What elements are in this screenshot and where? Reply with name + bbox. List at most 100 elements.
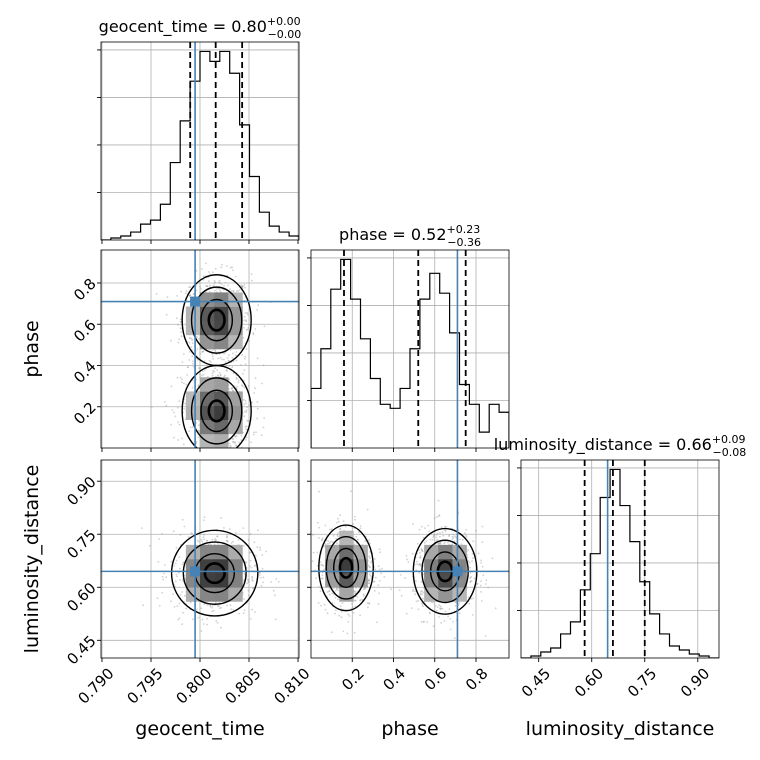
density-cell xyxy=(200,587,215,602)
scatter-point xyxy=(234,451,236,453)
scatter-point xyxy=(254,377,257,380)
scatter-point xyxy=(226,265,228,267)
scatter-point xyxy=(323,603,326,606)
scatter-point xyxy=(231,389,234,392)
scatter-point xyxy=(241,384,243,387)
scatter-point xyxy=(250,273,253,275)
scatter-point xyxy=(230,387,233,390)
scatter-point xyxy=(206,604,209,606)
scatter-point xyxy=(419,551,421,554)
scatter-point xyxy=(246,313,249,316)
scatter-point xyxy=(232,438,235,440)
scatter-point xyxy=(181,591,184,593)
scatter-point xyxy=(336,534,339,537)
scatter-point xyxy=(248,580,250,583)
scatter-point xyxy=(467,560,470,563)
scatter-point xyxy=(432,601,435,604)
density-cell xyxy=(228,587,243,602)
scatter-point xyxy=(205,285,207,287)
scatter-point xyxy=(453,637,456,640)
scatter-point xyxy=(226,534,229,536)
scatter-point xyxy=(184,292,187,295)
scatter-point xyxy=(189,286,192,288)
histogram-geocent_time xyxy=(101,50,299,240)
scatter-point xyxy=(206,285,208,288)
histogram-phase xyxy=(311,258,509,448)
scatter-point xyxy=(440,526,443,528)
scatter-point xyxy=(245,561,248,564)
x-tick-label-phase: 0.2 xyxy=(338,664,368,694)
contour-level xyxy=(338,556,354,579)
scatter-point xyxy=(241,285,244,288)
scatter-point xyxy=(245,402,248,404)
scatter-point xyxy=(206,623,208,626)
scatter-point xyxy=(260,584,263,587)
scatter-point xyxy=(244,399,247,402)
scatter-point xyxy=(158,605,161,607)
scatter-point xyxy=(318,490,320,493)
density-cell xyxy=(325,559,340,574)
scatter-point xyxy=(232,608,235,611)
scatter-point xyxy=(274,618,277,621)
scatter-point xyxy=(248,404,251,407)
scatter-point xyxy=(178,556,181,559)
scatter-point xyxy=(245,328,248,331)
x-tick-label-geocent_time: 0.800 xyxy=(172,664,215,707)
scatter-point xyxy=(256,309,258,311)
scatter-point xyxy=(231,266,234,269)
scatter-point xyxy=(220,606,223,609)
scatter-point xyxy=(320,577,323,580)
scatter-point xyxy=(224,374,226,377)
scatter-point xyxy=(212,284,215,287)
scatter-point xyxy=(240,284,243,286)
scatter-point xyxy=(226,604,228,607)
scatter-point xyxy=(464,532,466,535)
x-tick-label-geocent_time: 0.805 xyxy=(221,664,264,707)
scatter-point xyxy=(225,539,228,542)
scatter-point xyxy=(200,630,203,632)
scatter-point xyxy=(481,525,484,528)
scatter-point xyxy=(175,317,178,320)
scatter-point xyxy=(251,279,253,282)
scatter-point xyxy=(235,275,237,278)
scatter-point xyxy=(216,621,219,624)
scatter-point xyxy=(187,366,189,368)
scatter-point xyxy=(356,538,359,541)
scatter-point xyxy=(192,293,195,295)
scatter-point xyxy=(242,612,245,615)
scatter-point xyxy=(214,350,217,353)
scatter-point xyxy=(451,535,454,538)
scatter-point xyxy=(447,541,449,544)
histogram-luminosity_distance xyxy=(521,468,719,658)
scatter-point xyxy=(211,355,214,358)
scatter-point xyxy=(476,583,478,585)
scatter-point xyxy=(192,379,194,382)
scatter-point xyxy=(336,587,339,590)
scatter-point xyxy=(318,537,320,539)
scatter-point xyxy=(448,608,451,610)
scatter-point xyxy=(455,536,457,539)
scatter-point xyxy=(231,357,234,359)
scatter-point xyxy=(200,458,202,460)
scatter-point xyxy=(256,417,258,420)
scatter-point xyxy=(259,571,261,574)
scatter-point xyxy=(260,434,263,437)
contours xyxy=(181,274,252,448)
scatter-point xyxy=(354,518,356,521)
scatter-point xyxy=(176,295,179,297)
scatter-point xyxy=(443,620,446,622)
scatter-point xyxy=(439,532,441,534)
scatter-point xyxy=(442,534,445,537)
scatter-point xyxy=(188,351,191,353)
scatter-point xyxy=(178,400,181,402)
scatter-point xyxy=(179,327,182,330)
scatter-point xyxy=(459,612,461,615)
scatter-point xyxy=(256,546,259,549)
scatter-point xyxy=(209,273,212,275)
scatter-point xyxy=(209,604,212,607)
scatter-point xyxy=(230,542,233,544)
scatter-point xyxy=(229,446,232,448)
scatter-point xyxy=(255,554,257,557)
panel-plot-area xyxy=(311,460,509,658)
scatter-point xyxy=(218,464,220,466)
